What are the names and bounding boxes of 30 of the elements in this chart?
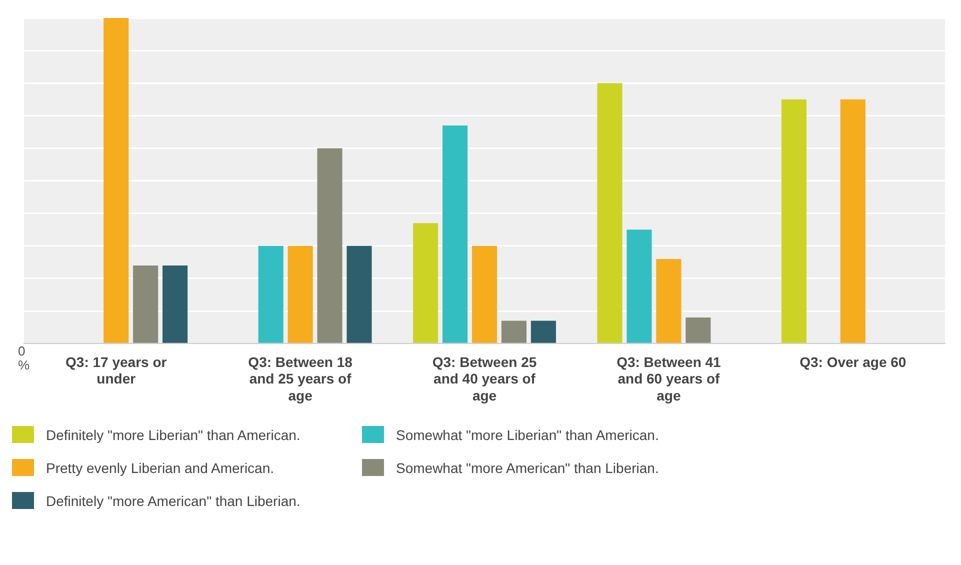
bar <box>781 99 806 343</box>
x-tick-label: Q3: Between 18 and 25 years of age <box>248 354 353 404</box>
bar <box>104 18 129 343</box>
text: 0 <box>18 344 26 359</box>
legend-label: Somewhat "more American" than Liberian. <box>396 460 659 476</box>
bar <box>840 99 866 343</box>
bar <box>686 318 711 343</box>
bar <box>133 265 158 343</box>
legend-label: Definitely "more American" than Liberian. <box>46 492 300 508</box>
bar <box>530 320 556 343</box>
bar <box>597 83 622 343</box>
bar <box>472 246 498 343</box>
bar <box>626 230 652 343</box>
bar <box>162 265 188 343</box>
legend-label: Pretty evenly Liberian and American. <box>46 460 274 476</box>
x-tick-label: Q3: Between 41 and 60 years of age <box>616 354 722 404</box>
legend-label: Somewhat "more Liberian" than American. <box>396 426 659 442</box>
x-tick-label: Q3: Over age 60 <box>800 354 906 370</box>
bar <box>317 148 342 343</box>
bar <box>288 246 313 343</box>
x-tick-label: Q3: 17 years or under <box>66 354 168 387</box>
bar <box>413 223 438 343</box>
bar <box>656 258 682 343</box>
y-axis-title: % <box>18 358 30 373</box>
x-tick-label: Q3: Between 25 and 40 years of age <box>432 354 537 404</box>
bar <box>258 246 284 343</box>
bar <box>501 320 526 343</box>
bar <box>346 246 372 343</box>
bar <box>442 125 468 343</box>
legend-label: Definitely "more Liberian" than American. <box>46 426 300 442</box>
